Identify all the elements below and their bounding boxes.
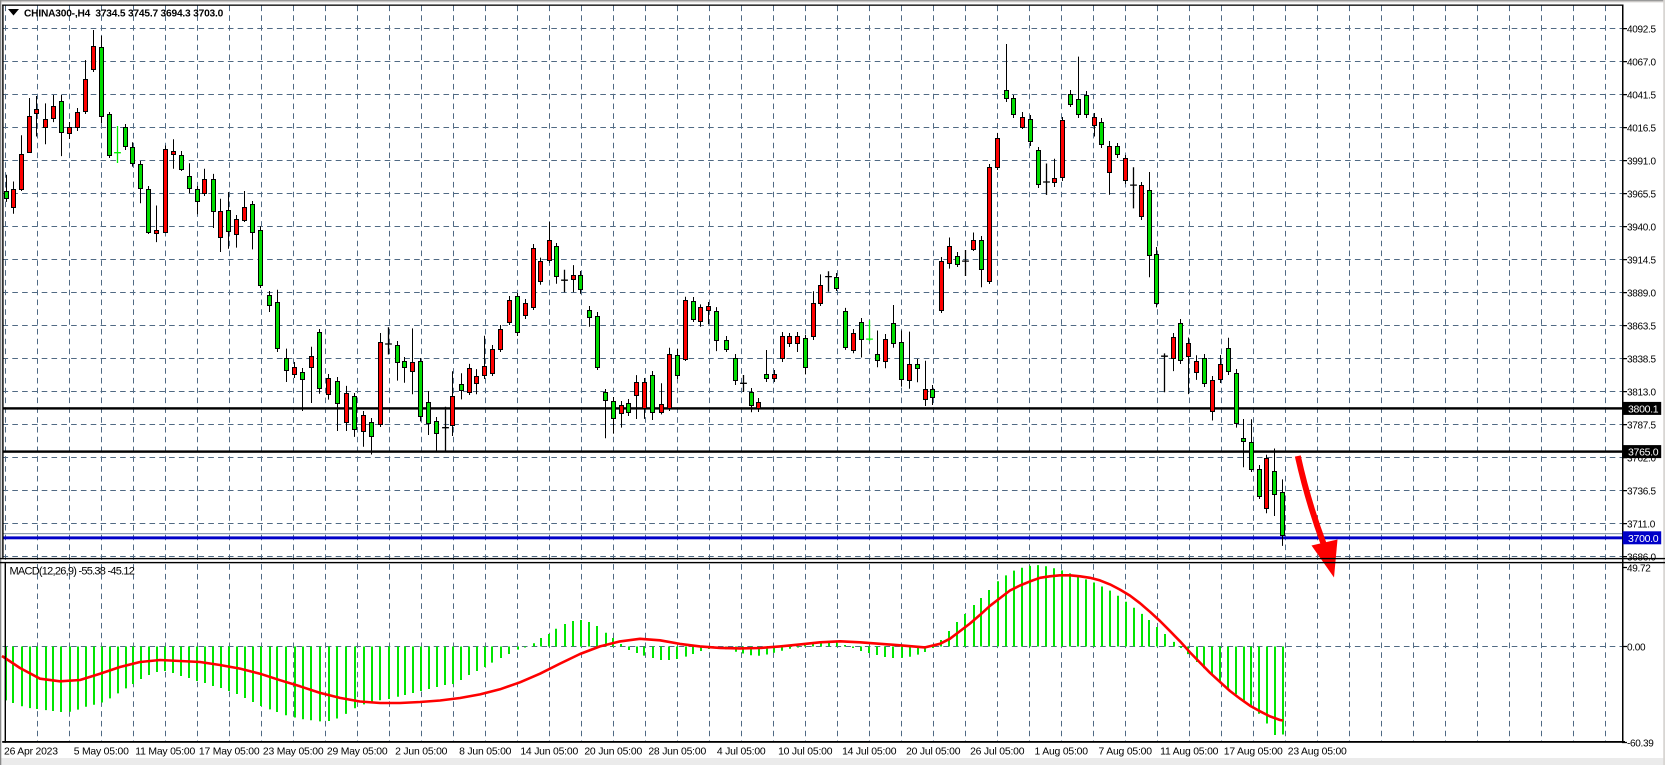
svg-text:-60.39: -60.39 — [1627, 738, 1654, 749]
svg-text:3914.5: 3914.5 — [1627, 255, 1657, 266]
svg-text:2 Jun 05:00: 2 Jun 05:00 — [395, 747, 448, 758]
svg-text:4041.5: 4041.5 — [1627, 90, 1657, 101]
svg-text:4067.0: 4067.0 — [1627, 57, 1657, 68]
svg-text:3863.5: 3863.5 — [1627, 321, 1657, 332]
svg-text:4 Jul 05:00: 4 Jul 05:00 — [717, 747, 766, 758]
svg-text:3787.5: 3787.5 — [1627, 420, 1657, 431]
svg-text:3800.1: 3800.1 — [1628, 403, 1659, 415]
svg-text:3711.0: 3711.0 — [1627, 519, 1656, 530]
svg-text:10 Jul 05:00: 10 Jul 05:00 — [778, 747, 833, 758]
svg-text:14 Jul 05:00: 14 Jul 05:00 — [842, 747, 897, 758]
svg-text:1 Aug 05:00: 1 Aug 05:00 — [1035, 747, 1089, 758]
svg-text:11 May 05:00: 11 May 05:00 — [135, 747, 195, 758]
svg-text:4092.5: 4092.5 — [1627, 24, 1657, 35]
svg-text:3965.5: 3965.5 — [1627, 189, 1657, 200]
svg-text:14 Jun 05:00: 14 Jun 05:00 — [520, 747, 578, 758]
svg-text:3889.0: 3889.0 — [1627, 288, 1657, 299]
svg-text:28 Jun 05:00: 28 Jun 05:00 — [648, 747, 706, 758]
svg-text:3838.5: 3838.5 — [1627, 354, 1657, 365]
svg-text:4016.5: 4016.5 — [1627, 123, 1657, 134]
svg-text:20 Jun 05:00: 20 Jun 05:00 — [584, 747, 642, 758]
svg-text:17 May 05:00: 17 May 05:00 — [199, 747, 260, 758]
svg-text:23 Aug 05:00: 23 Aug 05:00 — [1288, 747, 1347, 758]
svg-text:26 Jul 05:00: 26 Jul 05:00 — [970, 747, 1025, 758]
svg-text:3686.0: 3686.0 — [1627, 552, 1657, 563]
svg-text:7 Aug 05:00: 7 Aug 05:00 — [1099, 747, 1153, 758]
svg-text:3813.0: 3813.0 — [1627, 387, 1657, 398]
svg-text:3940.0: 3940.0 — [1627, 222, 1657, 233]
svg-text:3765.0: 3765.0 — [1628, 447, 1659, 459]
svg-text:3991.0: 3991.0 — [1627, 156, 1657, 167]
svg-text:CHINA300-,H4 3734.5 3745.7 36: CHINA300-,H4 3734.5 3745.7 3694.3 3703.0 — [24, 9, 224, 20]
svg-text:5 May 05:00: 5 May 05:00 — [74, 747, 129, 758]
svg-text:20 Jul 05:00: 20 Jul 05:00 — [906, 747, 961, 758]
svg-text:3762.0: 3762.0 — [1627, 453, 1657, 464]
svg-text:23 May 05:00: 23 May 05:00 — [263, 747, 324, 758]
svg-text:49.72: 49.72 — [1627, 563, 1651, 574]
svg-text:8 Jun 05:00: 8 Jun 05:00 — [459, 747, 512, 758]
svg-text:0.00: 0.00 — [1627, 642, 1646, 653]
svg-text:26 Apr 2023: 26 Apr 2023 — [4, 747, 58, 758]
svg-text:11 Aug 05:00: 11 Aug 05:00 — [1160, 747, 1218, 758]
svg-text:29 May 05:00: 29 May 05:00 — [327, 747, 388, 758]
svg-text:3736.5: 3736.5 — [1627, 486, 1657, 497]
svg-text:3700.0: 3700.0 — [1628, 533, 1659, 545]
svg-text:17 Aug 05:00: 17 Aug 05:00 — [1224, 747, 1283, 758]
svg-text:MACD(12,26,9) -55.38 -45.12: MACD(12,26,9) -55.38 -45.12 — [10, 566, 135, 578]
